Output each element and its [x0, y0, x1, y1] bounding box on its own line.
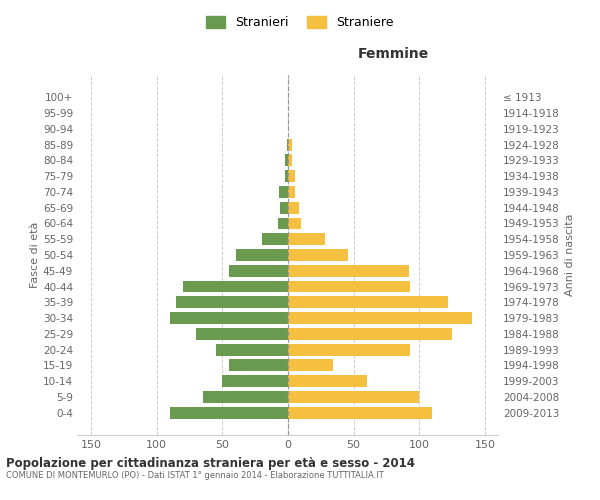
Legend: Stranieri, Straniere: Stranieri, Straniere: [202, 11, 398, 34]
Bar: [229, 360, 288, 372]
Y-axis label: Fasce di età: Fasce di età: [30, 222, 40, 288]
Bar: [229, 265, 288, 276]
Bar: [288, 280, 410, 292]
Y-axis label: Anni di nascita: Anni di nascita: [565, 214, 575, 296]
Bar: [223, 376, 288, 387]
Bar: [279, 186, 288, 198]
Bar: [288, 376, 367, 387]
Bar: [288, 154, 292, 166]
Bar: [170, 407, 288, 418]
Bar: [288, 360, 332, 372]
Bar: [288, 202, 299, 213]
Bar: [216, 344, 288, 355]
Bar: [286, 154, 288, 166]
Bar: [288, 218, 301, 230]
Bar: [288, 186, 295, 198]
Bar: [288, 391, 419, 403]
Bar: [288, 328, 452, 340]
Bar: [288, 138, 292, 150]
Bar: [277, 218, 288, 230]
Bar: [280, 202, 288, 213]
Bar: [288, 170, 295, 182]
Bar: [203, 391, 288, 403]
Text: Popolazione per cittadinanza straniera per età e sesso - 2014: Popolazione per cittadinanza straniera p…: [6, 458, 415, 470]
Bar: [262, 234, 288, 245]
Bar: [288, 265, 409, 276]
Bar: [170, 312, 288, 324]
Bar: [288, 296, 448, 308]
Bar: [288, 407, 433, 418]
Bar: [288, 312, 472, 324]
Bar: [235, 249, 288, 261]
Bar: [288, 249, 349, 261]
Bar: [287, 138, 288, 150]
Text: Femmine: Femmine: [358, 46, 428, 60]
Bar: [286, 170, 288, 182]
Bar: [288, 344, 410, 355]
Bar: [288, 234, 325, 245]
Bar: [183, 280, 288, 292]
Bar: [196, 328, 288, 340]
Bar: [176, 296, 288, 308]
Text: COMUNE DI MONTEMURLO (PO) - Dati ISTAT 1° gennaio 2014 - Elaborazione TUTTITALIA: COMUNE DI MONTEMURLO (PO) - Dati ISTAT 1…: [6, 471, 384, 480]
